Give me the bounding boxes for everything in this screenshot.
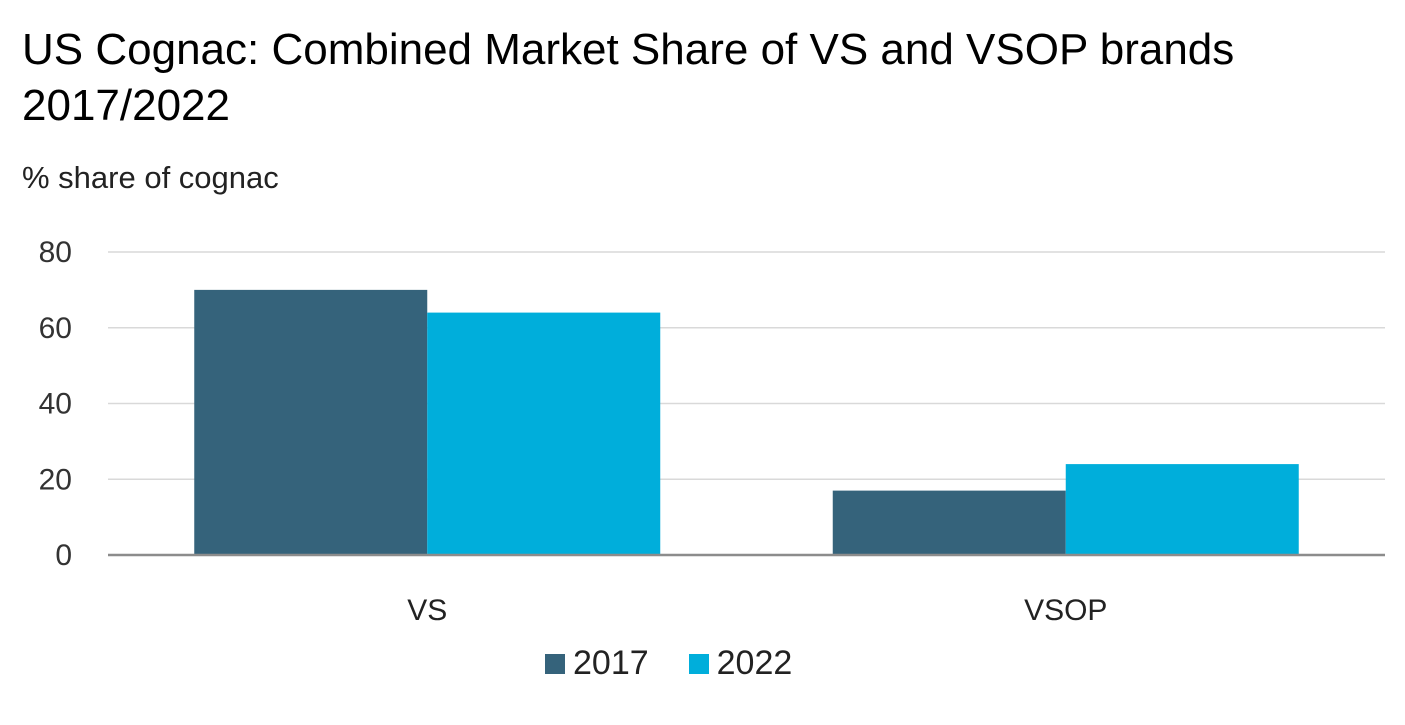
bar-vs-2022 [427,312,661,555]
bar-vs-2017 [194,289,428,555]
y-tick-label-20: 20 [39,463,72,496]
legend-swatch-2017 [545,653,565,674]
x-category-label-vsop: VSOP [1024,594,1107,627]
x-category-label-vs: VS [407,594,447,627]
bar-vsop-2022 [1065,464,1299,555]
legend-swatch-2022 [688,653,709,674]
bar-vsop-2017 [832,490,1066,555]
y-tick-label-80: 80 [39,236,72,269]
legend-label-2022: 2022 [716,644,793,682]
chart-title: US Cognac: Combined Market Share of VS a… [22,25,1235,130]
legend-item-2022: 2022 [688,644,793,683]
legend-item-2017: 2017 [545,644,649,683]
chart-subtitle: % share of cognac [22,160,279,195]
legend-label-2017: 2017 [573,644,649,682]
y-tick-label-60: 60 [39,312,72,345]
y-tick-label-40: 40 [39,388,72,421]
y-tick-label-0: 0 [55,539,72,572]
legend: 2017 2022 [545,644,792,683]
